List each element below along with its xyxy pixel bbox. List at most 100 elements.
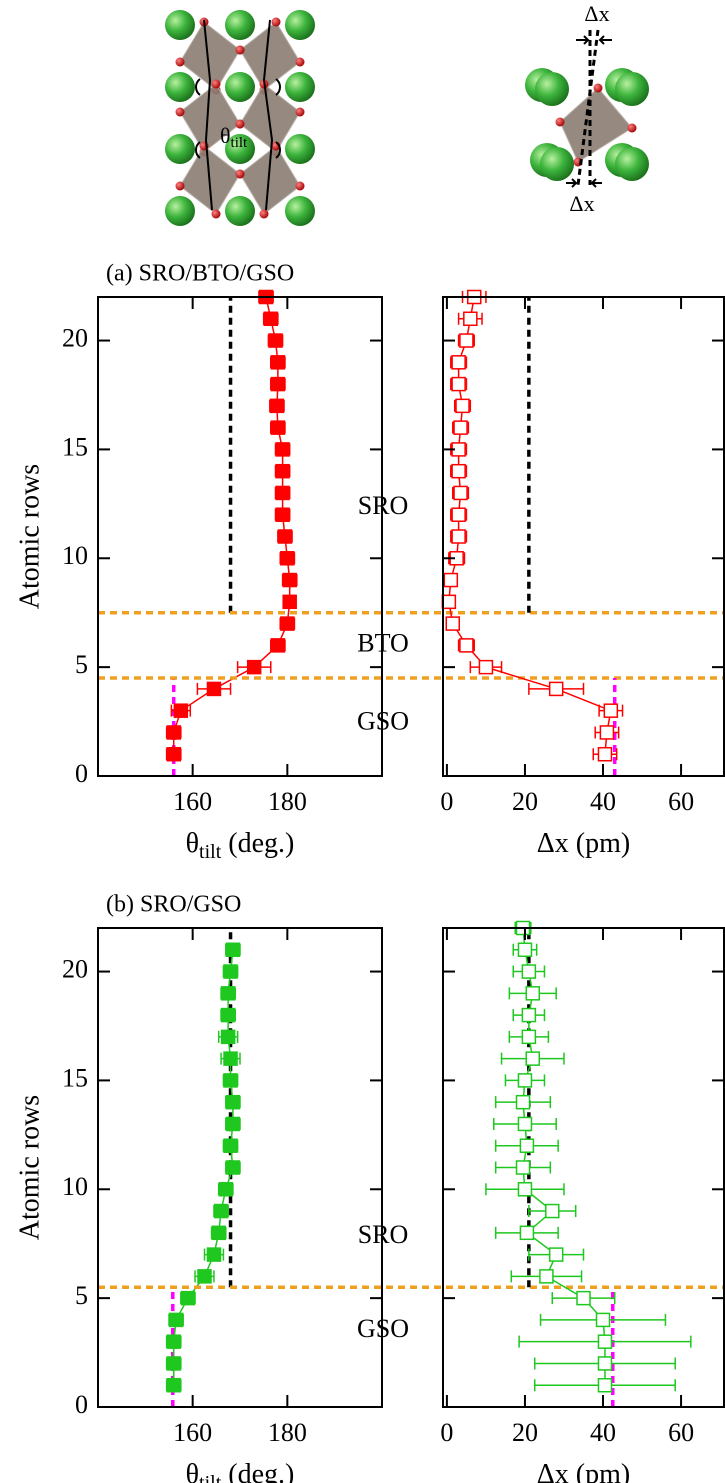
x-tick-label: 40 <box>590 787 616 816</box>
marker <box>282 594 297 610</box>
marker <box>521 964 537 979</box>
atom-sr <box>225 134 255 164</box>
y-tick-label: 0 <box>75 759 88 788</box>
tilt-label: θtilt <box>220 123 248 151</box>
marker <box>441 594 457 610</box>
atom-o <box>235 45 245 55</box>
y-tick-label: 10 <box>62 1172 88 1201</box>
atom-sr <box>285 196 315 226</box>
region-label: GSO <box>357 707 409 736</box>
plot-frame <box>442 927 725 1408</box>
marker <box>451 463 466 479</box>
atom-o <box>627 123 637 133</box>
x-tick-label: 180 <box>268 1418 307 1447</box>
atom-sr <box>165 72 195 102</box>
x-axis-space <box>569 1459 576 1483</box>
marker <box>459 638 474 653</box>
tilt-line <box>203 19 213 211</box>
marker <box>451 355 466 370</box>
marker <box>282 572 297 588</box>
series-line <box>448 296 612 755</box>
x-axis-unit: (pm) <box>576 828 630 859</box>
region-label: SRO <box>358 491 409 520</box>
marker <box>597 746 613 762</box>
atom-sr <box>165 10 195 40</box>
atom-sr <box>285 134 315 164</box>
y-axis-label: Atomic rows <box>14 464 45 609</box>
atom-o <box>211 79 221 89</box>
marker <box>275 485 290 501</box>
marker <box>597 1377 613 1393</box>
series-line <box>522 927 606 1386</box>
atom-sr <box>540 147 574 181</box>
marker <box>275 442 290 457</box>
atom-o <box>175 181 185 191</box>
marker <box>166 1377 181 1393</box>
marker <box>597 1356 613 1371</box>
tilt-angle-arc <box>195 141 201 159</box>
y-tick-label: 20 <box>62 955 88 984</box>
marker <box>453 420 468 435</box>
marker <box>521 1007 537 1023</box>
marker <box>173 703 189 718</box>
arrows <box>566 35 612 188</box>
marker <box>223 1073 238 1088</box>
marker <box>213 1203 229 1219</box>
marker <box>517 1182 533 1197</box>
marker <box>599 725 615 740</box>
marker <box>218 1182 234 1197</box>
marker <box>225 1094 241 1110</box>
marker <box>453 485 468 501</box>
y-tick-label: 0 <box>75 1390 88 1419</box>
x-axis-symbol: Δx <box>537 1459 569 1483</box>
shift-label-top: Δx <box>584 1 609 26</box>
y-tick-label: 15 <box>62 1063 88 1092</box>
x-tick-label: 160 <box>173 787 212 816</box>
marker <box>269 398 285 414</box>
x-tick-label: 180 <box>268 787 307 816</box>
tilt-line <box>262 19 274 211</box>
x-axis-symbol: θ <box>186 828 199 859</box>
marker <box>246 659 262 675</box>
marker <box>166 746 181 762</box>
marker <box>455 398 470 414</box>
region-label: BTO <box>357 628 409 657</box>
atom-o <box>259 209 269 219</box>
x-tick-label: 40 <box>590 1418 616 1447</box>
atom-o <box>295 57 305 67</box>
tilt-angle-arc <box>275 141 281 159</box>
atom-sr <box>225 196 255 226</box>
atom-sr <box>285 10 315 40</box>
atom-sr <box>165 134 195 164</box>
atom-o <box>295 181 305 191</box>
x-tick-label: 0 <box>440 1418 453 1447</box>
marker <box>515 1160 531 1175</box>
marker <box>225 942 241 958</box>
y-tick-label: 5 <box>75 650 88 679</box>
marker <box>220 1029 236 1045</box>
atom-sr <box>615 147 649 181</box>
plot-frame <box>97 927 383 1408</box>
atom-o <box>175 107 185 117</box>
marker <box>206 1247 222 1262</box>
atom-o <box>295 107 305 117</box>
marker <box>168 1312 184 1328</box>
y-tick-label: 5 <box>75 1281 88 1310</box>
region-label: GSO <box>357 1314 409 1343</box>
marker <box>478 659 494 675</box>
y-tick-label: 20 <box>62 324 88 353</box>
marker <box>166 1334 181 1349</box>
y-tick-label: 15 <box>62 432 88 461</box>
marker <box>280 551 295 566</box>
atom-o <box>211 209 221 219</box>
shift-line <box>576 29 600 186</box>
x-axis-unit: (pm) <box>576 1459 630 1483</box>
x-tick-label: 60 <box>668 1418 694 1447</box>
x-axis-label: Δx (pm) <box>537 828 630 859</box>
crystal-tilt-illustration <box>165 10 315 226</box>
atom-sr <box>165 196 195 226</box>
marker <box>515 1094 531 1110</box>
atom-o <box>555 117 565 127</box>
marker <box>270 376 286 392</box>
